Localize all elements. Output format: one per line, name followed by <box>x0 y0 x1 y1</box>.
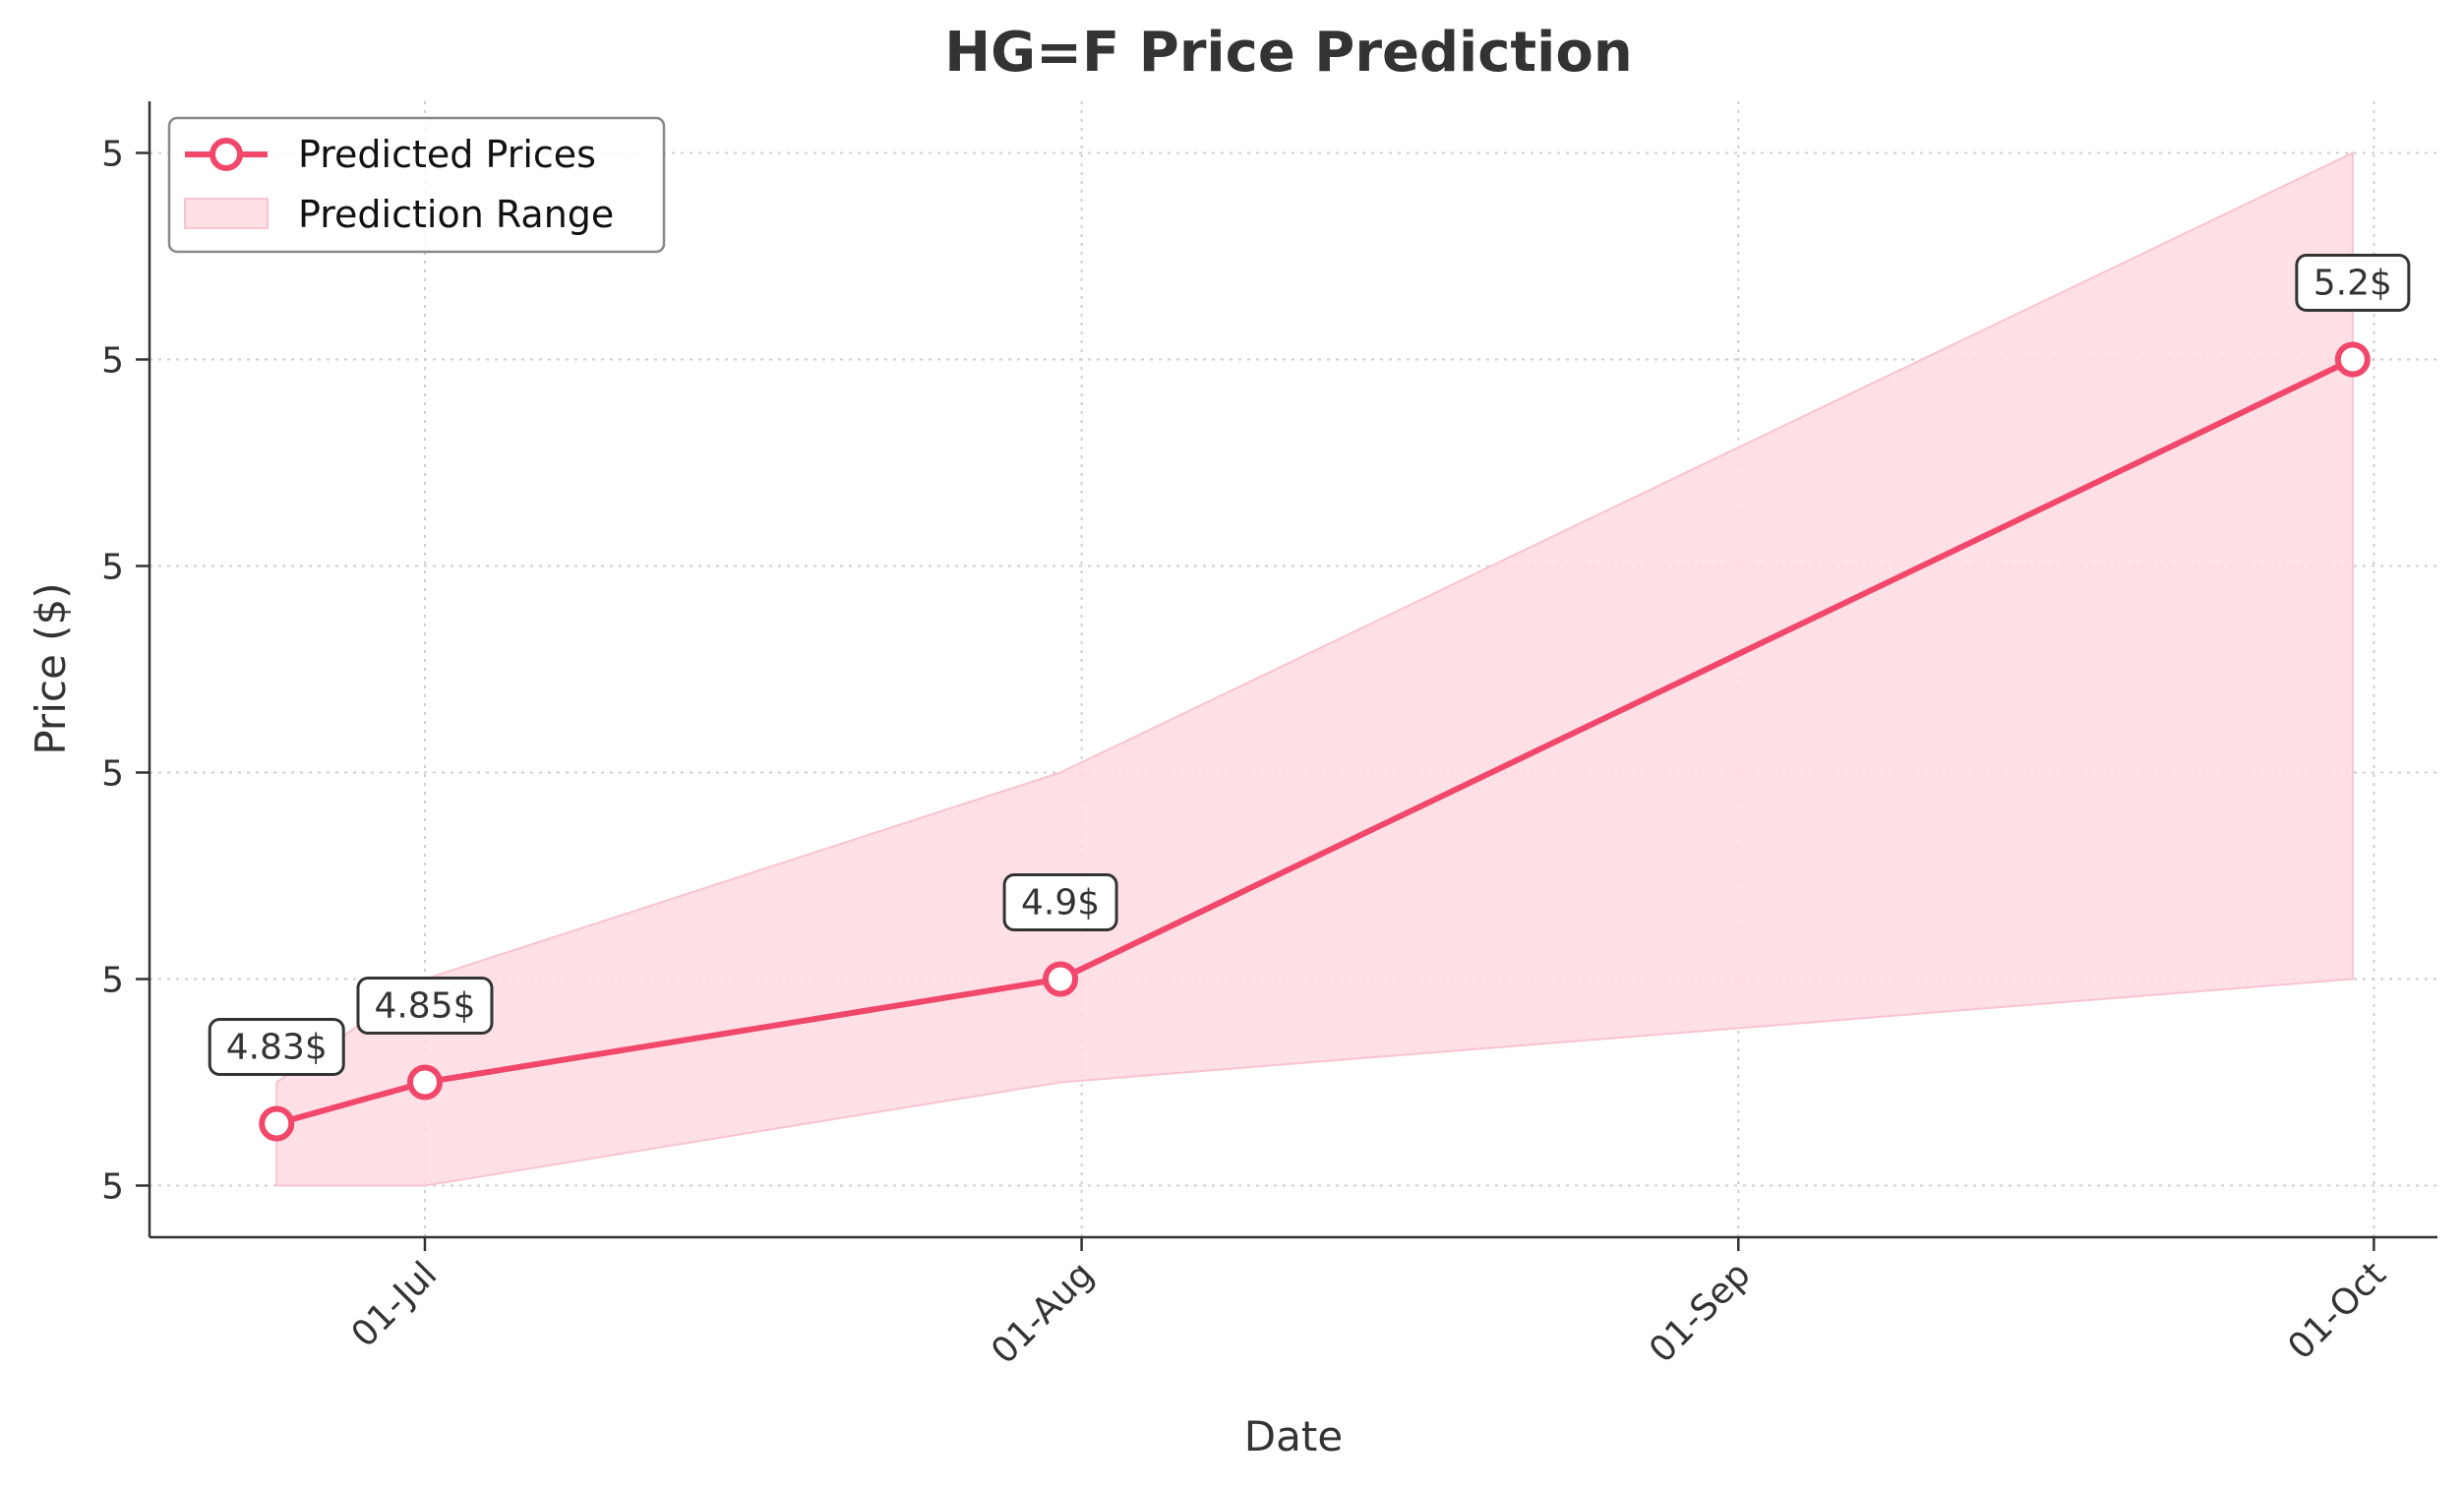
prediction-range-band <box>275 150 2354 1187</box>
x-axis-ticks: 01-Jul 01-Aug 01-Sep 01-Oct <box>344 1237 2394 1372</box>
data-label-3: 5.2$ <box>2314 264 2392 304</box>
legend-frame <box>167 116 666 254</box>
chart-title: HG=F Price Prediction <box>944 21 1632 85</box>
legend-range-swatch <box>184 198 269 229</box>
data-labels: 4.83$ 4.85$ 4.9$ 5.2$ <box>208 254 2411 1076</box>
y-tick-label-0: 5 <box>101 1167 124 1208</box>
legend: Predicted Prices Prediction Range <box>167 116 666 254</box>
y-axis-label: Price ($) <box>27 582 75 754</box>
predicted-price-point-1 <box>406 1064 443 1101</box>
data-label-2: 4.9$ <box>1021 883 1100 923</box>
y-tick-label-5: 5 <box>101 135 124 175</box>
predicted-prices-series <box>259 341 2371 1142</box>
legend-entry-prediction-range: Prediction Range <box>298 193 614 236</box>
x-tick-label-1: 01-Aug <box>984 1254 1102 1372</box>
predicted-prices-line <box>275 356 2355 1127</box>
predicted-price-point-3 <box>2334 341 2371 378</box>
x-tick-label-3: 01-Oct <box>2280 1254 2393 1367</box>
data-label-0: 4.83$ <box>226 1028 328 1068</box>
y-axis-ticks: 5 5 5 5 5 5 <box>101 135 150 1208</box>
x-axis-label: Date <box>1244 1412 1343 1460</box>
data-label-box-1 <box>356 977 494 1035</box>
legend-entry-predicted-prices: Predicted Prices <box>298 133 596 176</box>
predicted-price-point-2 <box>1043 961 1079 997</box>
y-tick-label-1: 5 <box>101 961 124 1001</box>
y-tick-label-3: 5 <box>101 548 124 588</box>
prediction-range-area <box>275 150 2354 1187</box>
data-label-1: 4.85$ <box>374 986 475 1027</box>
data-label-box-2 <box>1002 873 1118 931</box>
legend-marker-swatch <box>210 138 243 171</box>
data-label-box-0 <box>208 1018 345 1076</box>
data-label-box-3 <box>2295 254 2411 312</box>
predicted-price-point-0 <box>259 1105 295 1142</box>
y-tick-label-2: 5 <box>101 754 124 795</box>
x-tick-label-2: 01-Sep <box>1642 1254 1759 1371</box>
x-tick-label-0: 01-Jul <box>344 1254 446 1355</box>
y-tick-label-4: 5 <box>101 341 124 382</box>
